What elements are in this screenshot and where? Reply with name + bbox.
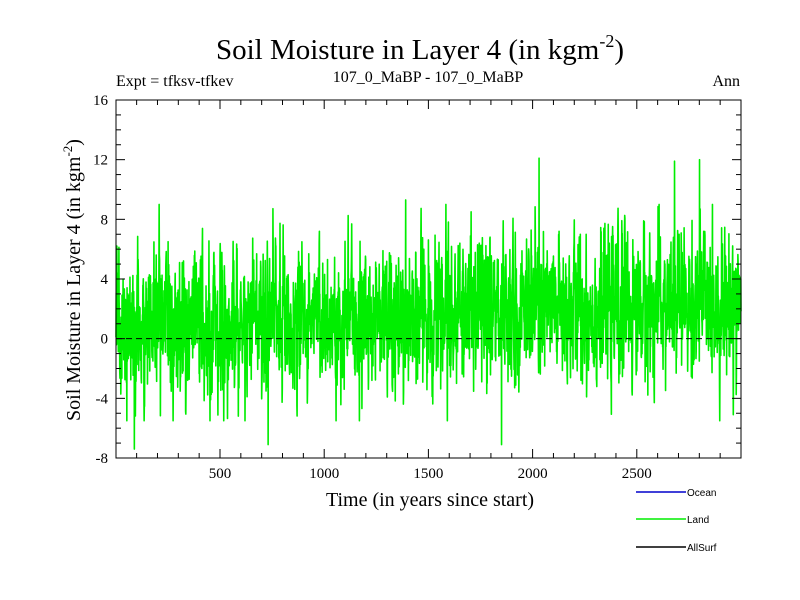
x-tick-label: 2500: [622, 466, 652, 482]
chart-title-sup: -2: [599, 31, 614, 51]
y-axis-label-close: ): [63, 139, 85, 146]
y-tick-label: 4: [101, 272, 109, 288]
y-tick-label: 12: [93, 153, 108, 169]
y-tick-label: 16: [93, 93, 109, 109]
season-label: Ann: [712, 73, 740, 90]
y-axis-label-main: Soil Moisture in Layer 4 (in kgm: [63, 156, 85, 421]
y-axis-label: Soil Moisture in Layer 4 (in kgm-2): [60, 139, 85, 421]
legend-label-land: Land: [687, 515, 709, 526]
experiment-label: Expt = tfksv-tfkev: [116, 73, 233, 90]
chart-title: Soil Moisture in Layer 4 (in kgm-2): [216, 31, 624, 66]
y-tick-label: -8: [96, 451, 109, 467]
series-line-land: [115, 157, 742, 450]
y-axis-label-sup: -2: [60, 146, 75, 157]
x-tick-label: 2000: [518, 466, 548, 482]
x-tick-label: 1000: [309, 466, 339, 482]
legend: Ocean Land AllSurf: [636, 488, 717, 554]
y-tick-label: 0: [101, 332, 109, 348]
y-tick-label: -4: [96, 391, 109, 407]
legend-label-allsurf: AllSurf: [687, 543, 717, 554]
x-tick-label: 500: [209, 466, 232, 482]
x-tick-label: 1500: [413, 466, 443, 482]
series-group: [115, 157, 742, 450]
y-tick-label: 8: [101, 212, 109, 228]
period-label: 107_0_MaBP - 107_0_MaBP: [333, 69, 524, 86]
ticks-group: 500 1000 1500 2000 2500 -8 -4 0 4 8 12 16: [93, 93, 741, 482]
legend-label-ocean: Ocean: [687, 488, 716, 499]
chart-title-main: Soil Moisture in Layer 4 (in kgm: [216, 34, 600, 66]
x-axis-label: Time (in years since start): [326, 489, 534, 511]
chart-title-close: ): [614, 34, 624, 66]
